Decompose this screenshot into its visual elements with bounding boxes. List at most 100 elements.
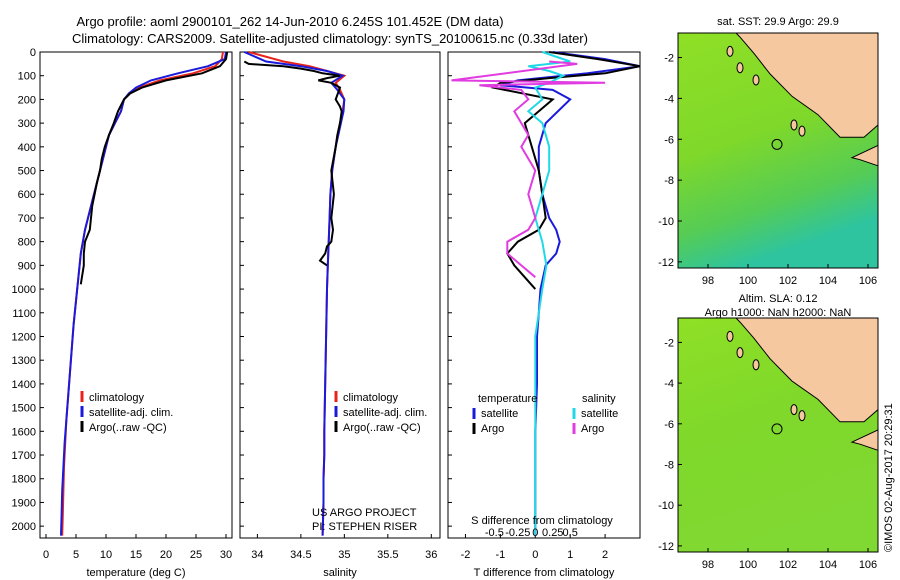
y-tick-label: 1600 (12, 426, 36, 438)
y-tick-label: 1700 (12, 450, 36, 462)
series-line-climatology (248, 51, 347, 536)
map-x-tick-label: 100 (739, 275, 757, 287)
y-tick-label: 800 (18, 237, 36, 249)
profile-panel-salinity: 34 34.5 35 35.5 36 salinity climatology satelli… (239, 51, 441, 579)
map-frame (677, 317, 879, 553)
x-tick-label: 36 (425, 549, 437, 561)
credit-stamp: ©IMOS 02-Aug-2017 20:29:31 (883, 403, 895, 552)
island (790, 119, 798, 131)
map-y-tick-label: -2 (664, 337, 674, 349)
argo-position-marker (771, 138, 783, 150)
x-tick-label: 34.5 (290, 549, 311, 561)
x-tick-label: 1 (567, 549, 573, 561)
island (798, 125, 806, 137)
legend-label: satellite (581, 408, 618, 420)
island (790, 404, 798, 416)
legend-label: Argo(..raw -QC) (343, 422, 421, 434)
x-tick-label: 30 (220, 549, 232, 561)
legend-title-salinity: salinity (582, 393, 616, 405)
sla-map-subtitle: Argo h1000: NaN h2000: NaN (705, 307, 852, 319)
argo-position-marker (771, 423, 783, 435)
map-x-tick-label: 102 (779, 559, 797, 571)
map-y-tick-label: -10 (658, 216, 674, 228)
x2-tick-label: 0.5 (563, 527, 578, 539)
profile-panel-temperature: 0100200300400500600700800900100011001200… (12, 47, 233, 579)
pi-annotation: PI: STEPHEN RISER (312, 521, 417, 533)
x-tick-label: -1 (495, 549, 505, 561)
x-tick-label: 5 (73, 549, 79, 561)
plot-frame (239, 51, 441, 539)
x-axis-label: temperature (deg C) (86, 567, 185, 579)
island (752, 74, 760, 86)
profile-panel-difference: -2 -1 0 1 2 T difference from climatology S di… (447, 51, 641, 579)
y-tick-label: 300 (18, 118, 36, 130)
y-tick-label: 200 (18, 94, 36, 106)
x-tick-label: 0 (43, 549, 49, 561)
legend-label: satellite-adj. clim. (89, 407, 173, 419)
y-tick-label: 1900 (12, 497, 36, 509)
project-annotation: US ARGO PROJECT (312, 507, 417, 519)
y-tick-label: 1300 (12, 355, 36, 367)
x2-tick-label: -0.25 (505, 527, 530, 539)
map-x-tick-label: 106 (859, 275, 877, 287)
series-line-salinity-satellite (526, 51, 571, 536)
legend-title-temperature: temperature (478, 393, 537, 405)
x2-tick-label: 0 (532, 527, 538, 539)
map-x-tick-label: 104 (819, 275, 837, 287)
y-tick-label: 100 (18, 71, 36, 83)
x-tick-label: 15 (130, 549, 142, 561)
figure-title-line1: Argo profile: aoml 2900101_262 14-Jun-20… (76, 14, 503, 29)
y-tick-label: 1400 (12, 379, 36, 391)
x-tick-label: 35 (338, 549, 350, 561)
map-y-tick-label: -8 (664, 460, 674, 472)
x-tick-label: 25 (190, 549, 202, 561)
sla-map-title: Altim. SLA: 0.12 (739, 293, 818, 305)
plot-frame (39, 51, 233, 539)
x-axis-label: salinity (323, 567, 357, 579)
map-y-tick-label: -6 (664, 419, 674, 431)
map-y-tick-label: -4 (664, 378, 674, 390)
map-x-tick-label: 104 (819, 559, 837, 571)
series-line-satellite-adj-clim- (243, 51, 346, 536)
y-tick-label: 1200 (12, 331, 36, 343)
map-x-tick-label: 98 (702, 559, 714, 571)
x-tick-label: 35.5 (377, 549, 398, 561)
island (726, 330, 734, 342)
x-tick-label: 10 (100, 549, 112, 561)
map-y-tick-label: -8 (664, 175, 674, 187)
x-tick-label: 2 (602, 549, 608, 561)
y-tick-label: 1500 (12, 403, 36, 415)
map-y-tick-label: -2 (664, 53, 674, 65)
x-tick-label: 34 (251, 549, 263, 561)
island (752, 359, 760, 371)
map-x-tick-label: 98 (702, 275, 714, 287)
plot-frame (447, 51, 641, 539)
y-tick-label: 0 (30, 47, 36, 59)
map-panel-sst-map: -2 -4 -6 -8 -10 -12 98 100 102 104 106 sat. SST: 29… (658, 16, 879, 287)
legend-label: satellite-adj. clim. (343, 407, 427, 419)
x2-tick-label: 0.25 (542, 527, 563, 539)
series-line-argo-raw-qc- (243, 60, 343, 267)
legend-label: climatology (89, 392, 145, 404)
island (736, 62, 744, 74)
series-line-climatology (61, 51, 224, 536)
x-axis-label: T difference from climatology (474, 567, 615, 579)
map-x-tick-label: 102 (779, 275, 797, 287)
y-tick-label: 600 (18, 189, 36, 201)
map-y-tick-label: -6 (664, 134, 674, 146)
series-line-satellite-adj-clim- (60, 51, 227, 536)
map-frame (677, 32, 879, 269)
sst-map-title: sat. SST: 29.9 Argo: 29.9 (717, 16, 839, 28)
island (736, 347, 744, 359)
map-y-tick-label: -12 (658, 541, 674, 553)
series-line-argo-raw-qc- (79, 51, 229, 285)
map-y-tick-label: -10 (658, 500, 674, 512)
x-tick-label: -2 (461, 549, 471, 561)
y-tick-label: 500 (18, 166, 36, 178)
legend-label: climatology (343, 392, 399, 404)
series-line-salinity-argo (451, 60, 606, 278)
y-tick-label: 400 (18, 142, 36, 154)
island (726, 45, 734, 57)
x-tick-label: 0 (532, 549, 538, 561)
